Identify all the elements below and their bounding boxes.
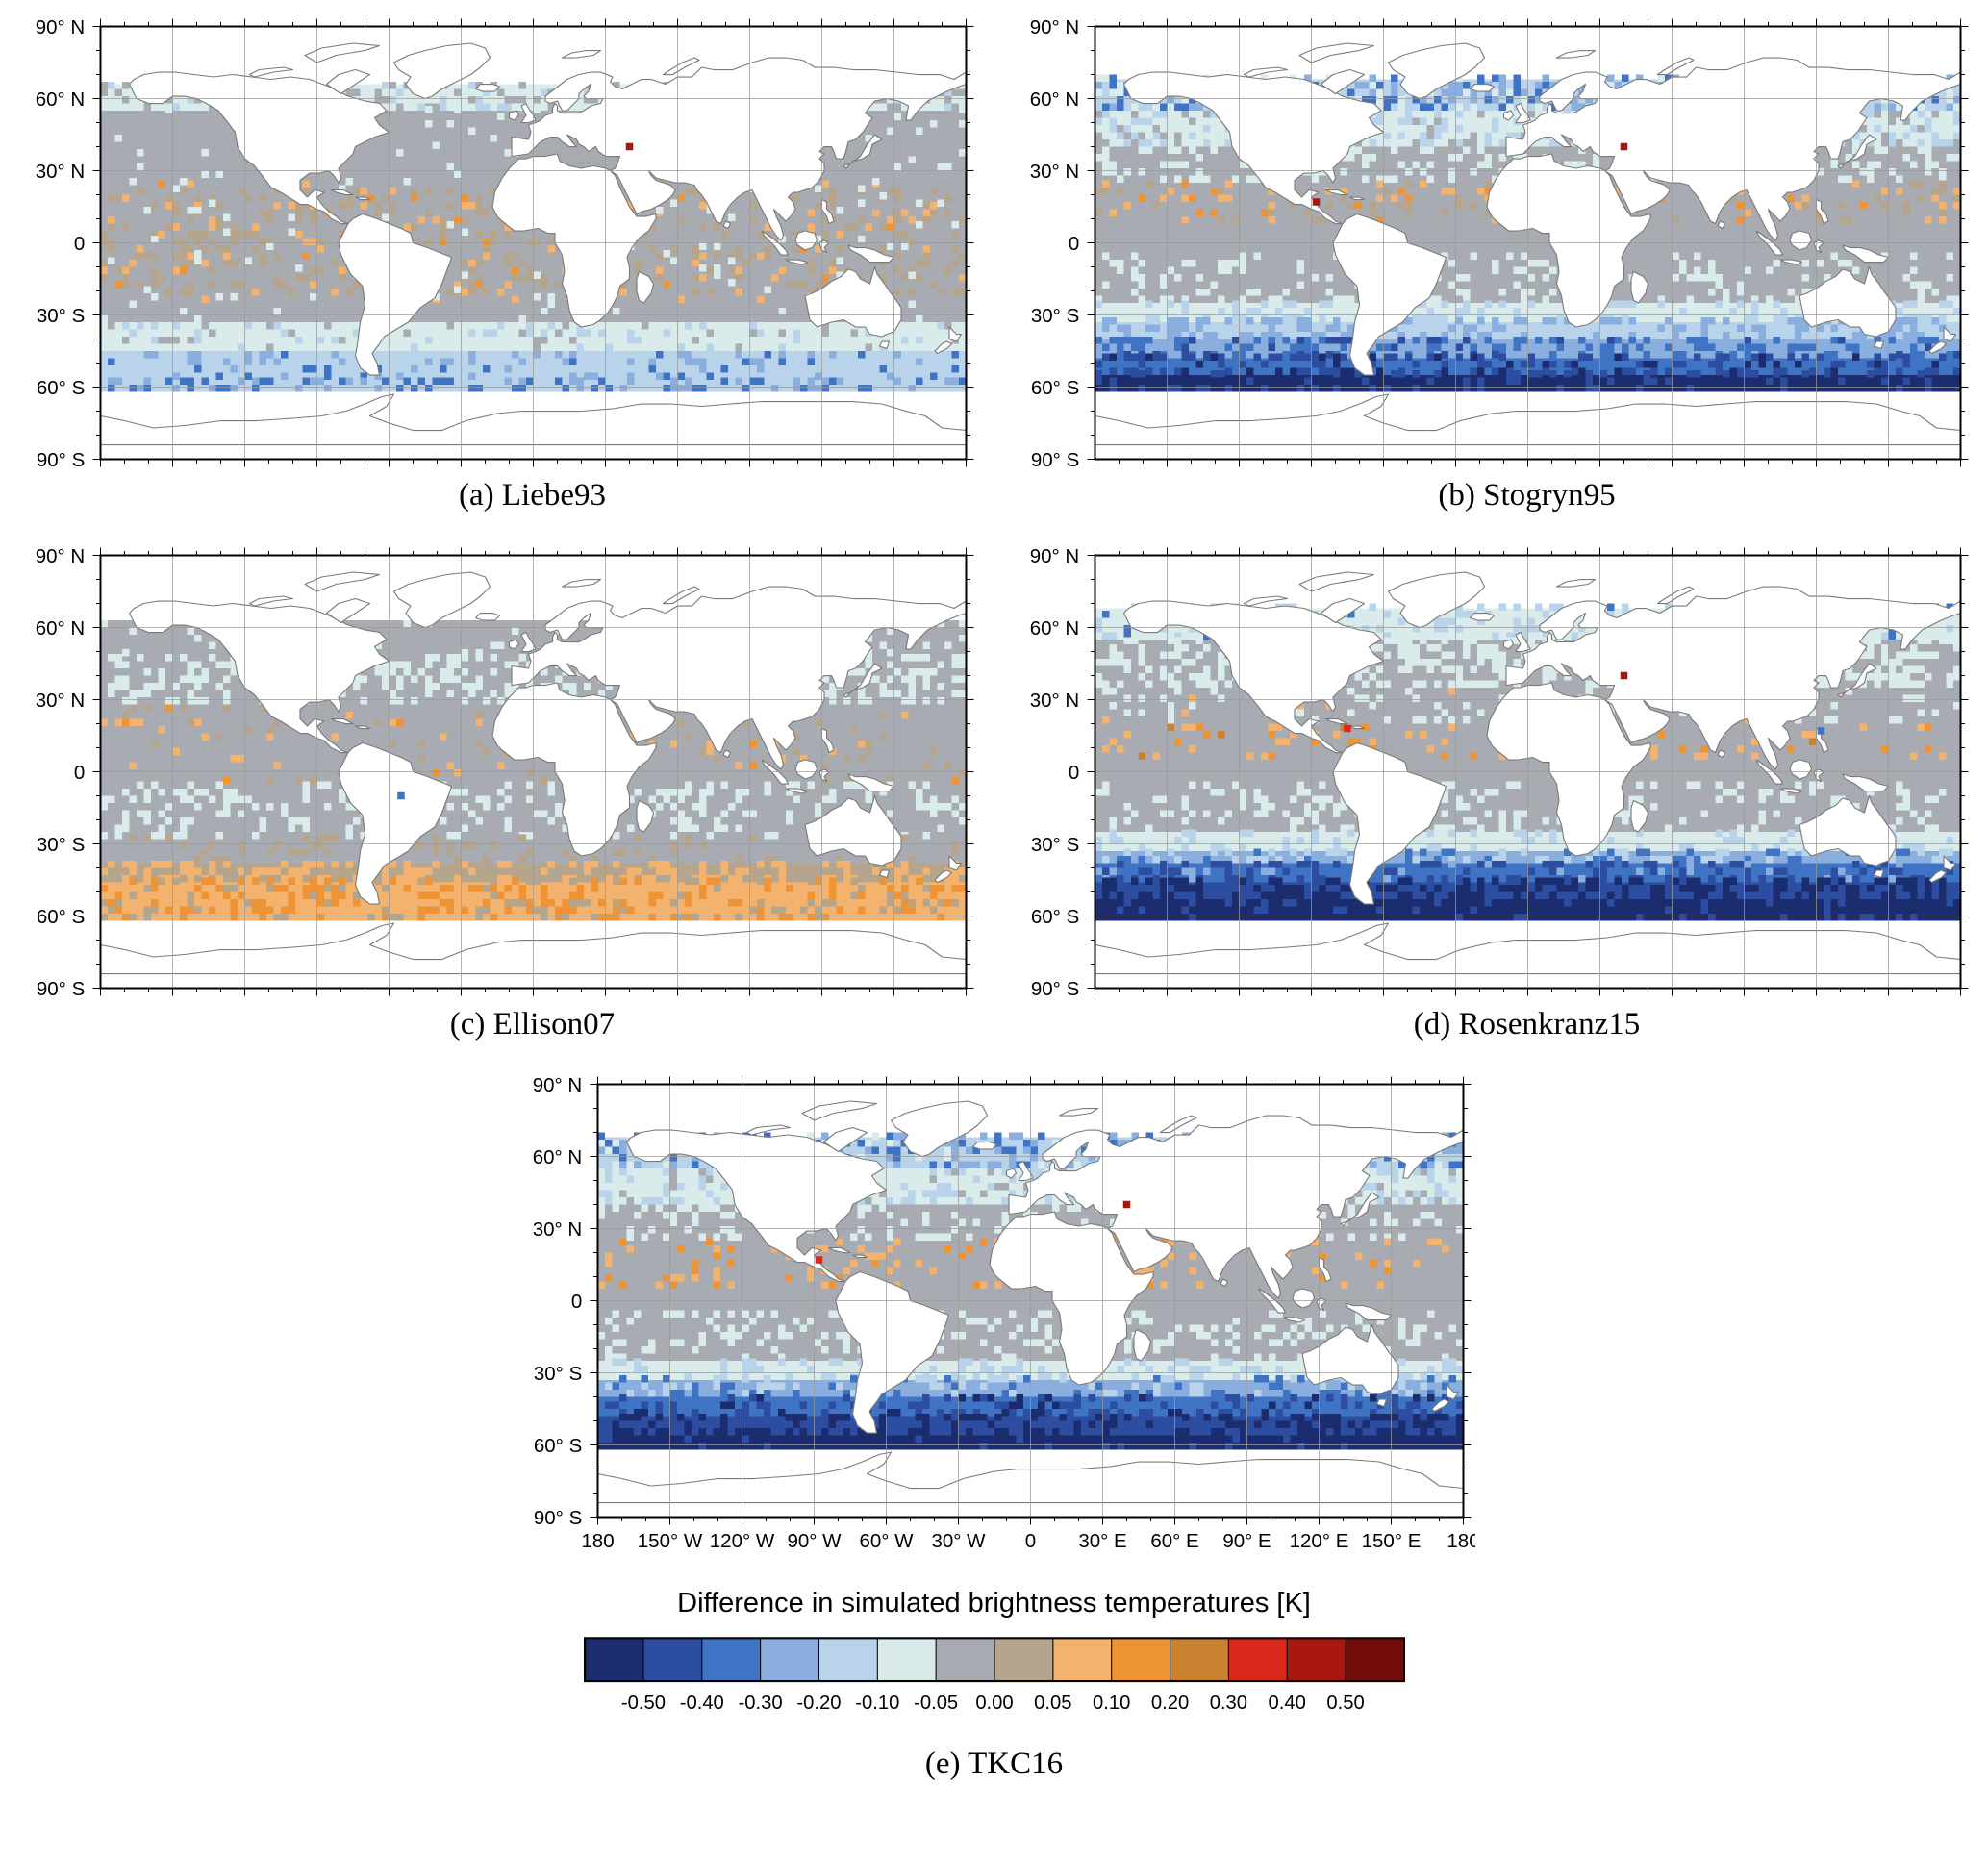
svg-text:30° S: 30° S bbox=[36, 305, 84, 327]
hotspot-layer bbox=[1343, 671, 1824, 735]
svg-text:90° S: 90° S bbox=[36, 978, 84, 1000]
map-layers: 90° N 60° N 30° N 0 30° S 60° S 90° S bbox=[1029, 16, 1968, 471]
panel-e-caption: (e) TKC16 bbox=[924, 1745, 1064, 1781]
panel-b: 90° N 60° N 30° N 0 30° S 60° S 90° S (b) Stog… bbox=[1011, 10, 1973, 514]
svg-text:60° S: 60° S bbox=[1030, 377, 1078, 399]
colorbar: -0.50 -0.40 -0.30 -0.20 -0.10 -0.05 0.00 0.05 0.… bbox=[583, 1637, 1405, 1714]
svg-text:90° S: 90° S bbox=[36, 449, 84, 471]
svg-text:0: 0 bbox=[73, 762, 84, 784]
panel-row-3: 90° N 60° N 30° N 0 30° S 60° S 90° S 180 150° W… bbox=[0, 1067, 1988, 1563]
axis-labels: 90° N 60° N 30° N 0 30° S 60° S 90° S bbox=[1029, 16, 1079, 471]
hotspot-layer bbox=[1312, 142, 1627, 206]
svg-text:60° S: 60° S bbox=[36, 906, 84, 928]
svg-text:60° N: 60° N bbox=[35, 617, 85, 640]
grid-layer bbox=[597, 1084, 1463, 1518]
svg-text:30° N: 30° N bbox=[35, 690, 85, 712]
svg-text:0: 0 bbox=[1068, 233, 1078, 255]
svg-text:90° N: 90° N bbox=[1029, 16, 1079, 38]
panel-row-1: 90° N 60° N 30° N 0 30° S 60° S 90° S (a) Lieb… bbox=[0, 10, 1988, 514]
panel-d: 90° N 60° N 30° N 0 30° S 60° S 90° S (d) Rose… bbox=[1011, 539, 1973, 1042]
panel-row-2: 90° N 60° N 30° N 0 30° S 60° S 90° S (c) Elli… bbox=[0, 539, 1988, 1042]
map-a-canvas: 90° N 60° N 30° N 0 30° S 60° S 90° S bbox=[35, 16, 973, 471]
grid-layer bbox=[1095, 555, 1960, 989]
colorbar-block: Difference in simulated brightness tempe… bbox=[0, 1588, 1988, 1811]
svg-text:0: 0 bbox=[73, 233, 84, 255]
svg-text:30° N: 30° N bbox=[35, 161, 85, 183]
map-c-canvas: 90° N 60° N 30° N 0 30° S 60° S 90° S bbox=[35, 545, 973, 1000]
panel-b-caption: (b) Stogryn95 bbox=[1438, 478, 1616, 513]
panel-c: 90° N 60° N 30° N 0 30° S 60° S 90° S (c) Elli… bbox=[16, 539, 978, 1042]
colorbar-segments bbox=[583, 1637, 1405, 1683]
svg-text:60° N: 60° N bbox=[1029, 88, 1079, 111]
svg-text:60° N: 60° N bbox=[35, 88, 85, 111]
grid-layer bbox=[100, 555, 966, 989]
grid-layer bbox=[1095, 26, 1960, 460]
axis-labels: 90° N 60° N 30° N 0 30° S 60° S 90° S bbox=[35, 16, 85, 471]
hotspot-layer bbox=[815, 1200, 1130, 1264]
svg-text:90° S: 90° S bbox=[1030, 449, 1078, 471]
svg-text:60° S: 60° S bbox=[36, 377, 84, 399]
colorbar-title: Difference in simulated brightness tempe… bbox=[677, 1588, 1311, 1619]
svg-text:90° N: 90° N bbox=[35, 16, 85, 38]
map-layers: 90° N 60° N 30° N 0 30° S 60° S 90° S bbox=[35, 545, 973, 1000]
panel-a: 90° N 60° N 30° N 0 30° S 60° S 90° S (a) Lieb… bbox=[16, 10, 978, 514]
panel-a-caption: (a) Liebe93 bbox=[459, 478, 606, 513]
map-layers: 90° N 60° N 30° N 0 30° S 60° S 90° S bbox=[35, 16, 973, 471]
panel-c-caption: (c) Ellison07 bbox=[449, 1007, 616, 1042]
svg-text:30° S: 30° S bbox=[36, 834, 84, 856]
panel-e: 90° N 60° N 30° N 0 30° S 60° S 90° S 180 150° W… bbox=[514, 1067, 1474, 1563]
map-b-canvas: 90° N 60° N 30° N 0 30° S 60° S 90° S bbox=[1029, 16, 1968, 471]
hotspot-layer bbox=[625, 142, 633, 151]
figure-root: 90° N 60° N 30° N 0 30° S 60° S 90° S (a) Lieb… bbox=[0, 10, 1988, 1811]
grid-layer bbox=[100, 26, 966, 460]
hotspot-layer bbox=[396, 791, 405, 800]
axis-labels: 90° N 60° N 30° N 0 30° S 60° S 90° S bbox=[35, 545, 85, 1000]
colorbar-tick-labels: -0.50 -0.40 -0.30 -0.20 -0.10 -0.05 0.00 0.05 0.… bbox=[620, 1693, 1364, 1714]
svg-text:30° N: 30° N bbox=[1029, 161, 1079, 183]
svg-text:30° S: 30° S bbox=[1030, 305, 1078, 327]
panel-d-caption: (d) Rosenkranz15 bbox=[1413, 1007, 1641, 1042]
svg-text:90° N: 90° N bbox=[35, 545, 85, 567]
